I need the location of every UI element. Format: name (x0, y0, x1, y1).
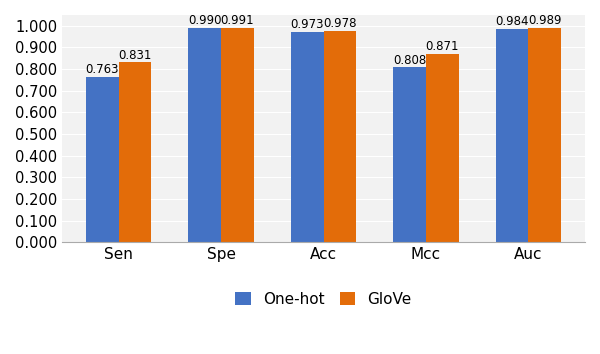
Text: 0.991: 0.991 (221, 14, 254, 27)
Text: 0.984: 0.984 (496, 16, 529, 28)
Text: 0.973: 0.973 (290, 18, 324, 31)
Bar (529, 28, 561, 242)
Bar (426, 54, 459, 242)
Bar (291, 32, 323, 242)
Bar (496, 29, 529, 242)
Bar (323, 30, 356, 242)
Bar (188, 28, 221, 242)
Legend: One-hot, GloVe: One-hot, GloVe (228, 284, 419, 314)
Text: 0.871: 0.871 (425, 40, 459, 53)
Text: 0.989: 0.989 (528, 15, 562, 27)
Text: 0.763: 0.763 (86, 63, 119, 76)
Bar (86, 77, 119, 242)
Bar (393, 67, 426, 242)
Text: 0.808: 0.808 (393, 53, 426, 67)
Text: 0.990: 0.990 (188, 14, 221, 27)
Bar (221, 28, 254, 242)
Text: 0.978: 0.978 (323, 17, 356, 30)
Bar (119, 62, 151, 242)
Text: 0.831: 0.831 (118, 48, 152, 62)
